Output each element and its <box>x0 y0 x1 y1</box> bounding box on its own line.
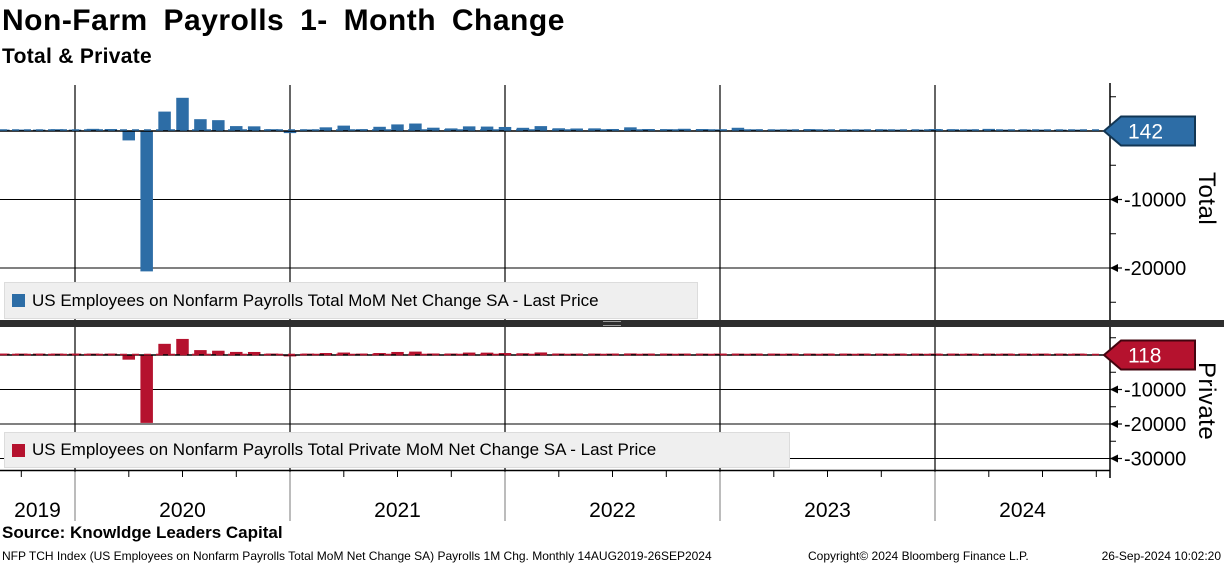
last-price-tag-total[interactable]: 142 <box>1102 115 1196 147</box>
axis-title-total: Total <box>1193 172 1220 226</box>
tag-value: 142 <box>1128 121 1163 144</box>
bar[interactable] <box>140 355 153 423</box>
bar[interactable] <box>480 126 494 131</box>
bar[interactable] <box>265 129 279 131</box>
bar[interactable] <box>445 128 458 131</box>
tag-value: 118 <box>1128 345 1161 368</box>
x-axis-year-label: 2021 <box>374 499 421 522</box>
bar[interactable] <box>230 351 243 355</box>
bar[interactable] <box>50 129 64 131</box>
legend-private[interactable]: US Employees on Nonfarm Payrolls Total P… <box>4 432 790 468</box>
x-axis-year-label: 2024 <box>999 499 1046 522</box>
bar[interactable] <box>928 129 942 131</box>
bar[interactable] <box>247 351 261 355</box>
bar[interactable] <box>122 131 136 141</box>
bar[interactable] <box>409 123 422 131</box>
bar[interactable] <box>283 131 297 134</box>
tag-shape <box>1102 115 1196 147</box>
footer-copyright: Copyright© 2024 Bloomberg Finance L.P. <box>808 549 1029 563</box>
bar[interactable] <box>86 128 100 131</box>
bar[interactable] <box>122 355 136 360</box>
y-axis-tick-label: -30000 <box>1124 449 1186 471</box>
bar[interactable] <box>462 126 476 131</box>
footer-description: NFP TCH Index (US Employees on Nonfarm P… <box>2 549 712 563</box>
bar[interactable] <box>140 131 153 272</box>
legend-swatch-private-icon <box>12 443 25 457</box>
bar[interactable] <box>391 351 404 355</box>
tag-shape <box>1102 339 1196 371</box>
bar[interactable] <box>624 127 637 131</box>
bar[interactable] <box>194 119 207 131</box>
bar[interactable] <box>534 126 548 131</box>
bar[interactable] <box>391 124 404 131</box>
bar[interactable] <box>158 111 171 131</box>
y-axis-tick-label: -10000 <box>1124 380 1186 402</box>
bar[interactable] <box>230 126 243 131</box>
x-axis-year-label: 2020 <box>159 499 206 522</box>
bar[interactable] <box>462 352 476 355</box>
y-axis-tick-label: -20000 <box>1124 258 1186 280</box>
bar[interactable] <box>409 351 422 355</box>
bar[interactable] <box>534 352 548 355</box>
footer: NFP TCH Index (US Employees on Nonfarm P… <box>0 548 1224 564</box>
x-axis-year-label: 2023 <box>804 499 851 522</box>
bar[interactable] <box>176 338 189 355</box>
source-line: Source: Knowldge Leaders Capital <box>2 523 283 542</box>
bar[interactable] <box>194 350 207 355</box>
bar[interactable] <box>498 126 512 131</box>
legend-private-label: US Employees on Nonfarm Payrolls Total P… <box>32 440 657 459</box>
footer-timestamp: 26-Sep-2024 10:02:20 <box>1101 549 1221 563</box>
bar[interactable] <box>247 126 261 131</box>
bar[interactable] <box>749 129 763 131</box>
bar[interactable] <box>337 352 351 355</box>
panel-divider-handle[interactable] <box>0 320 1224 327</box>
bar[interactable] <box>373 353 386 355</box>
bar[interactable] <box>964 129 978 131</box>
bar-series-total <box>0 97 1085 272</box>
x-axis-year-label: 2022 <box>589 499 636 522</box>
x-axis-year-label: 2019 <box>14 499 61 522</box>
bar[interactable] <box>212 120 225 131</box>
bar[interactable] <box>212 350 225 355</box>
y-axis-tick-label: -20000 <box>1124 414 1186 436</box>
page-subtitle: Total & Private <box>2 45 152 68</box>
axis-title-private: Private <box>1193 362 1220 441</box>
bar-series-private <box>0 338 1085 423</box>
bar[interactable] <box>373 126 386 131</box>
last-price-tag-private[interactable]: 118 <box>1102 339 1196 371</box>
bar[interactable] <box>319 127 333 131</box>
bar[interactable] <box>337 125 351 131</box>
bar[interactable] <box>158 343 171 355</box>
page-title: Non-Farm Payrolls 1- Month Change <box>2 4 565 37</box>
legend-total[interactable]: US Employees on Nonfarm Payrolls Total M… <box>4 282 698 319</box>
legend-total-label: US Employees on Nonfarm Payrolls Total M… <box>32 290 599 310</box>
bar[interactable] <box>480 352 494 355</box>
legend-swatch-total-icon <box>12 294 25 307</box>
bar[interactable] <box>176 97 189 131</box>
y-axis-tick-label: -10000 <box>1124 190 1186 212</box>
